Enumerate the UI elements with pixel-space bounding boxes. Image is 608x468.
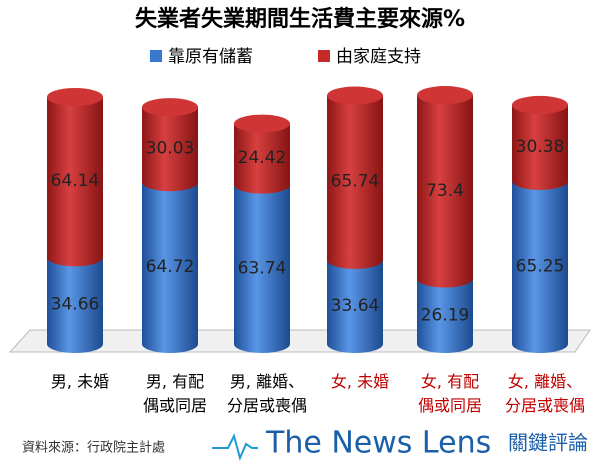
bar-bottom: [512, 335, 568, 353]
legend-label: 由家庭支持: [336, 47, 421, 67]
bar-bottom: [142, 335, 198, 353]
source: 資料來源：行政院主計處: [22, 440, 165, 456]
data-label: 65.74: [331, 172, 380, 192]
brand-subname: 關鍵評論: [508, 431, 588, 455]
data-label: 34.66: [51, 295, 100, 315]
bar-segment: [417, 95, 473, 279]
bar-segment: [47, 97, 103, 258]
bar-cap: [327, 86, 383, 105]
data-label: 64.72: [146, 257, 195, 277]
bar-bottom: [417, 335, 473, 353]
bar-segment: [417, 278, 473, 344]
data-label: 30.38: [516, 137, 565, 157]
x-tick-label: 女, 有配偶或同居: [418, 372, 482, 415]
bar-bottom: [234, 335, 290, 353]
x-tick-label: 男, 有配偶或同居: [143, 372, 207, 415]
data-label: 26.19: [421, 305, 470, 325]
brand-name: The News Lens: [265, 426, 491, 461]
data-label: 63.74: [238, 258, 287, 278]
bar-bottom: [47, 335, 103, 353]
logo-icon: [212, 433, 258, 462]
bar-cap: [47, 88, 103, 106]
data-label: 30.03: [146, 139, 195, 159]
bar-segment: [327, 95, 383, 260]
x-tick-label: 男, 未婚: [51, 372, 109, 391]
x-tick-label: 女, 未婚: [331, 372, 389, 391]
data-label: 33.64: [331, 296, 380, 316]
bar-segment: [512, 180, 568, 344]
data-label: 24.42: [238, 148, 287, 168]
data-label: 73.4: [426, 181, 464, 201]
x-tick-label: 男, 離婚、分居或喪偶: [227, 372, 307, 415]
bar-cap: [234, 114, 290, 133]
bar-segment: [327, 259, 383, 344]
bar-segment: [47, 257, 103, 344]
bar-segment: [234, 184, 290, 344]
legend-swatch: [318, 50, 330, 62]
bar-cap: [417, 86, 473, 105]
legend-swatch: [150, 50, 162, 62]
x-tick-label: 女, 離婚、分居或喪偶: [505, 372, 585, 415]
legend-label: 靠原有儲蓄: [168, 47, 253, 67]
bar-segment: [142, 107, 198, 183]
bar-cap: [142, 98, 198, 117]
bar-segment: [142, 182, 198, 344]
bar-cap: [512, 95, 568, 114]
bar-segment: [512, 104, 568, 181]
bar-segment: [234, 123, 290, 185]
bar-bottom: [327, 335, 383, 353]
chart-title: 失業者失業期間生活費主要來源%: [135, 6, 465, 32]
data-label: 64.14: [51, 171, 100, 191]
data-label: 65.25: [516, 256, 565, 276]
